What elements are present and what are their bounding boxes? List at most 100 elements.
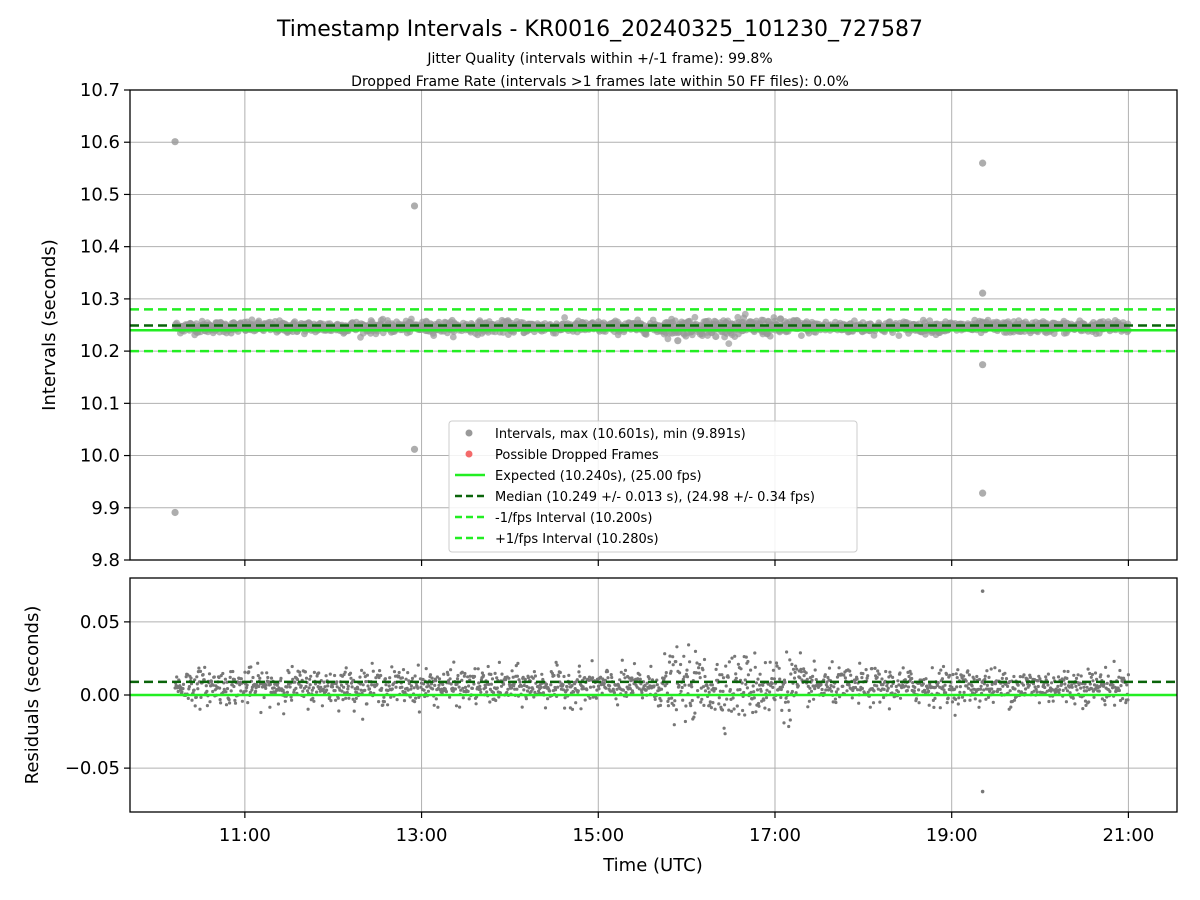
residual-point [321, 687, 325, 691]
residual-point [687, 643, 691, 647]
residual-point [965, 684, 969, 688]
residual-point [631, 691, 635, 695]
residual-point [379, 673, 383, 678]
residual-point [228, 701, 232, 705]
residual-point [467, 684, 471, 688]
interval-outlier-0 [171, 138, 179, 146]
residual-point [624, 690, 628, 695]
residual-point [1092, 695, 1096, 699]
interval-point [449, 333, 457, 341]
residual-point [310, 688, 314, 692]
residual-point [985, 669, 989, 673]
residual-point [441, 682, 445, 687]
residual-point [533, 674, 538, 678]
residual-point [283, 699, 287, 703]
residual-point [477, 681, 481, 685]
residual-point [1017, 689, 1021, 693]
residual-point [1064, 700, 1068, 704]
residual-point [1016, 683, 1020, 687]
residual-point [256, 674, 260, 678]
residual-point [319, 685, 323, 690]
residual-point [744, 682, 748, 686]
residual-point [225, 687, 230, 691]
residual-point [744, 655, 748, 659]
residual-point [429, 682, 434, 686]
residual-point [514, 664, 518, 668]
interval-outlier-4 [674, 337, 682, 345]
residual-point [470, 686, 474, 691]
residual-point [431, 687, 435, 691]
residual-point [979, 684, 983, 688]
residual-point [807, 699, 812, 703]
residual-point [1113, 703, 1117, 707]
residual-point [1119, 684, 1123, 688]
residual-point [730, 656, 734, 660]
residual-point [721, 689, 725, 694]
residual-point [507, 676, 511, 680]
residual-point [239, 677, 243, 681]
residual-point [998, 669, 1002, 673]
residual-point [752, 696, 756, 700]
residual-point [880, 677, 884, 681]
residual-point [813, 668, 817, 672]
residual-point [784, 696, 788, 700]
residual-point [990, 687, 994, 691]
residual-point [455, 682, 459, 686]
residual-point [932, 705, 936, 710]
residual-point [304, 676, 309, 680]
residual-point [938, 706, 942, 710]
residual-point [675, 645, 679, 649]
residual-point [1125, 683, 1129, 687]
residual-point [990, 682, 994, 687]
residual-point [424, 667, 428, 671]
residual-point [397, 670, 401, 675]
residual-point [205, 704, 209, 708]
residual-point [458, 705, 462, 709]
residual-point [195, 682, 199, 686]
residual-point [1025, 677, 1029, 681]
residual-point [190, 698, 194, 702]
residual-point [688, 701, 692, 705]
residual-point [240, 699, 244, 703]
residual-point [474, 702, 478, 706]
residual-point [1060, 682, 1064, 686]
residual-point [871, 701, 876, 705]
residual-point [1057, 691, 1061, 695]
residual-point [993, 666, 997, 670]
residual-point [186, 696, 190, 701]
residual-point [397, 674, 401, 678]
residual-point [510, 669, 514, 673]
residual-point [714, 687, 718, 691]
legend-label-median: Median (10.249 +/- 0.013 s), (24.98 +/- … [495, 490, 815, 505]
residual-point [671, 663, 675, 667]
residual-point [622, 672, 626, 676]
residual-point [640, 696, 645, 700]
residual-point [594, 696, 599, 700]
residual-point [951, 672, 955, 677]
residual-point [1090, 672, 1094, 677]
residual-point [771, 685, 775, 690]
residual-point [720, 673, 724, 677]
residual-point [442, 672, 446, 676]
residual-point [375, 682, 379, 686]
residual-point [588, 685, 593, 689]
residual-point [422, 682, 426, 686]
residual-point [923, 688, 927, 693]
residual-point [939, 668, 943, 672]
residual-point [326, 684, 330, 688]
residual-point [805, 677, 809, 681]
residual-point [181, 687, 185, 691]
residual-point [996, 687, 1000, 692]
residual-point [312, 670, 316, 675]
residual-point [921, 682, 925, 686]
residual-point [1121, 697, 1125, 701]
residual-point [723, 732, 727, 736]
bot-ticks: −0.05 0.00 0.05 [65, 612, 130, 779]
residual-point [386, 703, 390, 707]
residual-point [991, 700, 995, 705]
residual-point [267, 680, 271, 684]
residual-point [1043, 685, 1047, 690]
residual-point [927, 703, 931, 707]
residual-point [387, 684, 391, 688]
